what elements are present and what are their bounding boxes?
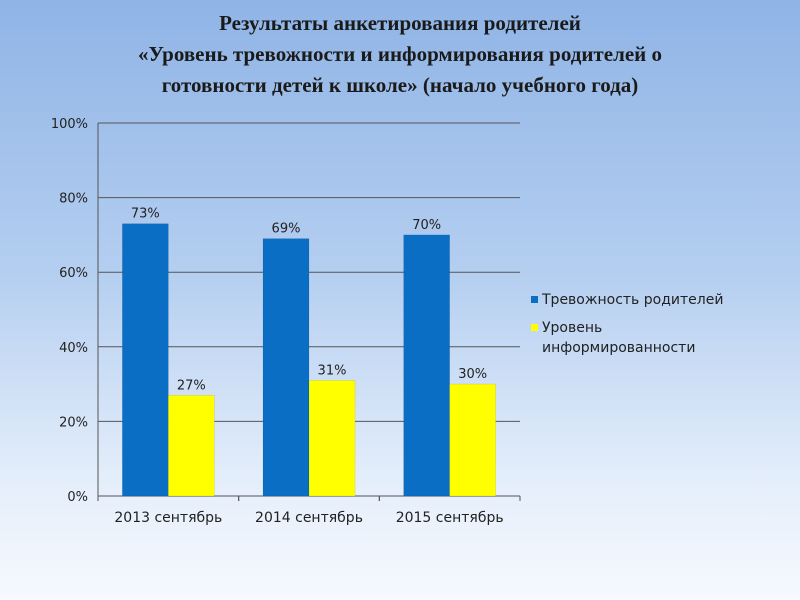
- chart-title-line-1: Результаты анкетирования родителей: [219, 11, 581, 35]
- bar-awareness: [308, 380, 356, 497]
- data-label: 31%: [318, 363, 347, 378]
- y-tick-label: 80%: [59, 192, 88, 207]
- bar-anxiety: [122, 223, 169, 497]
- legend-swatch: [531, 296, 538, 303]
- bar-awareness: [168, 395, 215, 497]
- y-tick-label: 20%: [59, 415, 88, 430]
- data-label: 73%: [131, 207, 160, 222]
- data-label: 70%: [412, 218, 441, 233]
- legend-label: Тревожность родителей: [541, 292, 723, 308]
- bar-anxiety: [262, 238, 310, 497]
- legend-swatch: [531, 324, 538, 331]
- y-tick-label: 0%: [67, 490, 88, 505]
- legend-label: информированности: [542, 340, 695, 356]
- y-tick-label: 100%: [51, 117, 88, 132]
- legend-label: Уровень: [542, 320, 602, 336]
- bar-anxiety: [403, 234, 450, 497]
- x-tick-label: 2014 сентябрь: [255, 510, 363, 526]
- y-tick-label: 60%: [59, 266, 88, 281]
- y-tick-label: 40%: [59, 341, 88, 356]
- data-label: 30%: [458, 367, 487, 382]
- chart-title-line-2: «Уровень тревожности и информирования ро…: [137, 42, 663, 66]
- chart-title-line-3: готовности детей к школе» (начало учебно…: [161, 73, 639, 97]
- data-label: 69%: [272, 222, 301, 237]
- data-label: 27%: [177, 378, 206, 393]
- x-tick-label: 2013 сентябрь: [114, 510, 222, 526]
- x-tick-label: 2015 сентябрь: [396, 510, 504, 526]
- bar-awareness: [449, 383, 496, 497]
- chart-title: Результаты анкетирования родителей «Уров…: [0, 8, 800, 101]
